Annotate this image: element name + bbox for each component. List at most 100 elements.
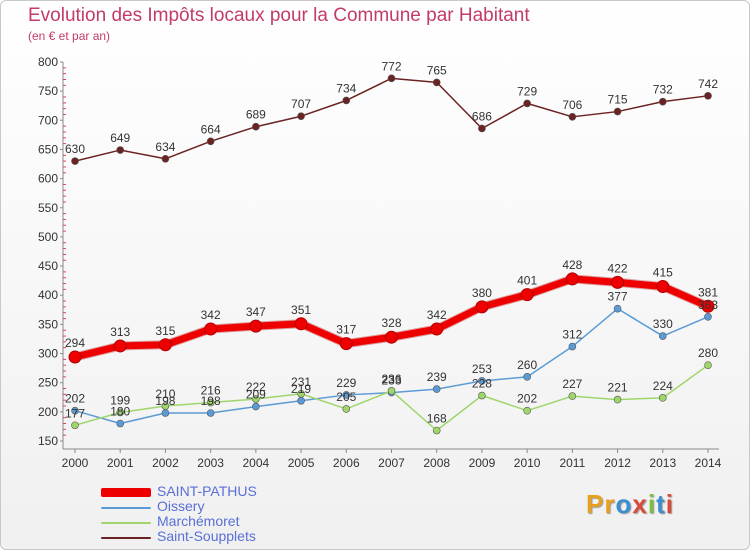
data-point bbox=[158, 338, 172, 352]
x-tick-label: 2008 bbox=[423, 456, 450, 470]
data-label: 342 bbox=[427, 308, 447, 322]
data-point bbox=[297, 389, 305, 398]
legend-item: Oissery bbox=[101, 498, 341, 515]
data-label: 363 bbox=[698, 298, 718, 312]
y-tick-label: 200 bbox=[38, 405, 58, 419]
data-point bbox=[520, 288, 534, 302]
y-tick-label: 500 bbox=[38, 230, 58, 244]
data-point bbox=[252, 122, 260, 131]
y-tick-label: 650 bbox=[38, 142, 58, 156]
data-point bbox=[385, 330, 398, 344]
data-label: 177 bbox=[65, 406, 85, 420]
data-point bbox=[613, 304, 622, 313]
data-point bbox=[656, 279, 670, 293]
data-point bbox=[478, 391, 486, 400]
data-point bbox=[568, 113, 577, 121]
legend-swatch bbox=[101, 537, 151, 539]
data-label: 380 bbox=[472, 286, 492, 300]
legend-item: Saint-Soupplets bbox=[101, 528, 341, 545]
data-label: 228 bbox=[472, 377, 492, 391]
brand-letter: t bbox=[656, 489, 666, 519]
legend-swatch bbox=[101, 488, 151, 497]
y-tick-label: 150 bbox=[38, 434, 58, 448]
brand-letter: o bbox=[615, 489, 633, 519]
data-label: 168 bbox=[427, 412, 447, 426]
data-point bbox=[71, 406, 79, 415]
data-label: 236 bbox=[381, 372, 401, 386]
data-label: 742 bbox=[698, 77, 718, 91]
data-point bbox=[568, 392, 577, 400]
data-label: 227 bbox=[562, 377, 582, 391]
chart-title: Evolution des Impôts locaux pour la Comm… bbox=[28, 5, 530, 26]
data-point bbox=[161, 402, 170, 410]
x-tick-label: 2002 bbox=[152, 456, 179, 470]
data-point bbox=[113, 339, 127, 353]
data-label: 707 bbox=[291, 97, 311, 111]
data-label: 772 bbox=[381, 59, 401, 73]
data-point bbox=[339, 337, 353, 351]
data-point bbox=[704, 313, 712, 321]
data-point bbox=[116, 419, 125, 428]
data-label: 381 bbox=[698, 285, 718, 299]
data-point bbox=[387, 387, 396, 395]
data-label: 347 bbox=[246, 305, 266, 319]
data-label: 422 bbox=[608, 261, 628, 275]
data-label: 428 bbox=[562, 258, 582, 272]
chart-legend: SAINT-PATHUS Oissery Marchémoret Saint-Soup… bbox=[101, 483, 341, 545]
data-label: 239 bbox=[427, 370, 447, 384]
data-label: 260 bbox=[517, 358, 537, 372]
data-label: 202 bbox=[517, 392, 537, 406]
data-label: 221 bbox=[608, 381, 628, 395]
data-point bbox=[252, 402, 260, 411]
chart-subtitle: (en € et par an) bbox=[28, 29, 111, 43]
data-label: 328 bbox=[381, 316, 401, 330]
data-point bbox=[432, 78, 441, 87]
data-label: 351 bbox=[291, 303, 311, 317]
data-label: 732 bbox=[653, 83, 673, 97]
brand-letter: r bbox=[604, 489, 616, 519]
data-label: 706 bbox=[562, 98, 582, 112]
data-point bbox=[475, 300, 489, 314]
data-point bbox=[613, 107, 622, 116]
data-label: 330 bbox=[653, 317, 673, 331]
data-label: 210 bbox=[155, 387, 175, 401]
x-tick-label: 2006 bbox=[333, 456, 360, 470]
data-label: 715 bbox=[608, 93, 628, 107]
data-label: 342 bbox=[201, 308, 221, 322]
data-point bbox=[294, 317, 308, 331]
data-point bbox=[249, 319, 263, 333]
data-label: 315 bbox=[155, 324, 175, 338]
data-label: 209 bbox=[246, 388, 266, 402]
data-point bbox=[432, 385, 441, 393]
data-point bbox=[523, 373, 531, 381]
data-label: 205 bbox=[336, 390, 356, 404]
data-point bbox=[658, 97, 667, 106]
data-label: 630 bbox=[65, 142, 85, 156]
x-tick-label: 2001 bbox=[107, 456, 134, 470]
data-label: 233 bbox=[381, 374, 401, 388]
data-label: 222 bbox=[246, 380, 266, 394]
data-label: 415 bbox=[653, 265, 673, 279]
data-point bbox=[206, 137, 215, 146]
data-point bbox=[704, 361, 712, 370]
y-tick-label: 600 bbox=[38, 172, 58, 186]
brand-letter: P bbox=[586, 489, 605, 519]
data-point bbox=[68, 350, 82, 364]
y-tick-label: 250 bbox=[38, 376, 58, 390]
data-label: 294 bbox=[65, 336, 85, 350]
data-point bbox=[161, 409, 170, 417]
data-label: 734 bbox=[336, 81, 356, 95]
data-point bbox=[658, 332, 667, 340]
data-point bbox=[206, 398, 215, 407]
y-tick-label: 300 bbox=[38, 347, 58, 361]
data-point bbox=[116, 408, 125, 417]
legend-label: SAINT-PATHUS bbox=[157, 483, 257, 499]
data-label: 765 bbox=[427, 63, 447, 77]
x-tick-label: 2010 bbox=[514, 456, 541, 470]
x-tick-label: 2003 bbox=[197, 456, 224, 470]
brand-letter: i bbox=[665, 489, 674, 519]
data-label: 377 bbox=[608, 290, 628, 304]
legend-item: SAINT-PATHUS bbox=[101, 483, 341, 500]
